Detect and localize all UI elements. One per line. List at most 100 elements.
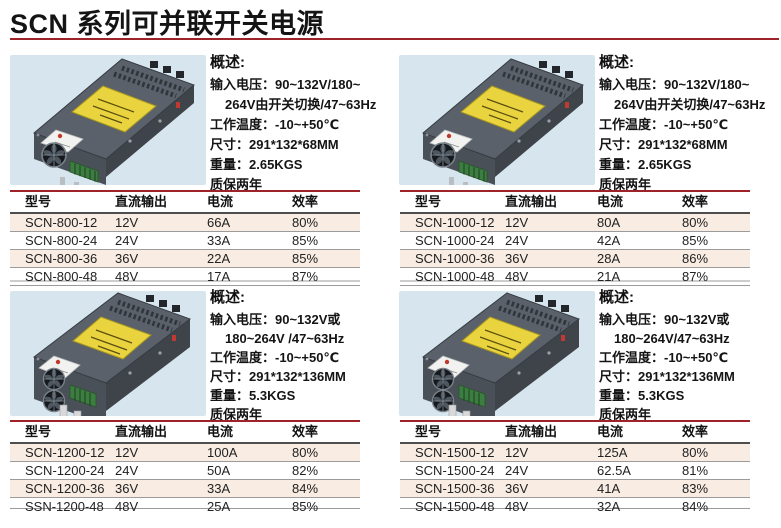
spec-weight: 重量：2.65KGS — [210, 157, 303, 172]
efficiency-cell: 82% — [282, 461, 360, 480]
current-cell: 33A — [197, 231, 282, 250]
model-cell: SCN-1000-24 — [400, 231, 495, 250]
table-row: SCN-1200-12 12V 100A 80% — [10, 443, 360, 462]
spec-weight: 重量：5.3KGS — [210, 388, 296, 403]
model-cell: SCN-1000-48 — [400, 267, 495, 286]
col-header-efficiency: 效率 — [282, 191, 360, 214]
voltage-cell: 48V — [105, 267, 197, 286]
col-header-model: 型号 — [10, 191, 105, 214]
col-header-dc-output: 直流输出 — [495, 191, 587, 214]
spec-operating-temp: 工作温度：-10~+50℃ — [599, 117, 729, 132]
col-header-efficiency: 效率 — [672, 421, 750, 444]
spec-warranty: 质保两年 — [599, 407, 652, 422]
voltage-cell: 12V — [105, 213, 197, 232]
overview-heading: 概述: — [599, 54, 634, 71]
spec-input-voltage-cont: 264V由开关切换/47~63Hz — [614, 97, 766, 112]
table-row: SSN-1200-48 48V 25A 85% — [10, 497, 360, 515]
product-photo-scn-800 — [10, 55, 206, 185]
voltage-cell: 12V — [495, 213, 587, 232]
col-header-dc-output: 直流输出 — [495, 421, 587, 444]
overview-block: 概述: 输入电压：90~132V/180~ 264V由开关切换/47~63Hz … — [599, 54, 781, 195]
voltage-cell: 36V — [105, 479, 197, 498]
power-supply-single-fan-image — [10, 55, 206, 185]
table-row: SCN-800-48 48V 17A 87% — [10, 267, 360, 286]
model-cell: SCN-1200-36 — [10, 479, 105, 498]
voltage-cell: 24V — [495, 461, 587, 480]
model-cell: SCN-1500-12 — [400, 443, 495, 462]
model-cell: SCN-800-36 — [10, 249, 105, 268]
voltage-cell: 12V — [105, 443, 197, 462]
efficiency-cell: 85% — [282, 497, 360, 515]
spec-operating-temp: 工作温度：-10~+50℃ — [210, 117, 340, 132]
table-row: SCN-1200-24 24V 50A 82% — [10, 461, 360, 480]
col-header-efficiency: 效率 — [672, 191, 750, 214]
efficiency-cell: 86% — [672, 249, 750, 268]
model-cell: SCN-800-48 — [10, 267, 105, 286]
efficiency-cell: 85% — [282, 249, 360, 268]
power-supply-dual-fan-image — [399, 291, 595, 416]
current-cell: 125A — [587, 443, 672, 462]
current-cell: 42A — [587, 231, 672, 250]
title-underline — [10, 38, 779, 40]
model-cell: SCN-1500-48 — [400, 497, 495, 515]
table-row: SCN-800-12 12V 66A 80% — [10, 213, 360, 232]
spec-input-voltage: 输入电压：90~132V/180~ — [210, 77, 361, 92]
efficiency-cell: 80% — [282, 443, 360, 462]
current-cell: 33A — [197, 479, 282, 498]
voltage-cell: 48V — [495, 497, 587, 515]
current-cell: 17A — [197, 267, 282, 286]
voltage-cell: 36V — [495, 249, 587, 268]
current-cell: 50A — [197, 461, 282, 480]
efficiency-cell: 87% — [672, 267, 750, 286]
col-header-model: 型号 — [400, 191, 495, 214]
overview-block: 概述: 输入电压：90~132V或 180~264V /47~63Hz 工作温度… — [210, 289, 396, 424]
power-supply-dual-fan-image — [10, 291, 206, 416]
spec-warranty: 质保两年 — [210, 177, 263, 192]
efficiency-cell: 80% — [672, 443, 750, 462]
spec-input-voltage-cont: 264V由开关切换/47~63Hz — [225, 97, 377, 112]
spec-input-voltage: 输入电压：90~132V/180~ — [599, 77, 750, 92]
power-supply-single-fan-image — [399, 55, 595, 185]
model-cell: SCN-1200-12 — [10, 443, 105, 462]
overview-block: 概述: 输入电压：90~132V/180~ 264V由开关切换/47~63Hz … — [210, 54, 396, 195]
col-header-efficiency: 效率 — [282, 421, 360, 444]
table-header-row: 型号 直流输出 电流 效率 — [400, 191, 750, 214]
table-row: SCN-1500-24 24V 62.5A 81% — [400, 461, 750, 480]
col-header-dc-output: 直流输出 — [105, 421, 197, 444]
efficiency-cell: 80% — [282, 213, 360, 232]
col-header-current: 电流 — [197, 421, 282, 444]
voltage-cell: 36V — [105, 249, 197, 268]
spec-input-voltage: 输入电压：90~132V或 — [210, 312, 341, 327]
current-cell: 80A — [587, 213, 672, 232]
spec-warranty: 质保两年 — [599, 177, 652, 192]
voltage-cell: 36V — [495, 479, 587, 498]
spec-dimensions: 尺寸：291*132*136MM — [210, 369, 346, 384]
spec-warranty: 质保两年 — [210, 407, 263, 422]
table-row: SCN-800-24 24V 33A 85% — [10, 231, 360, 250]
voltage-cell: 12V — [495, 443, 587, 462]
overview-heading: 概述: — [210, 289, 245, 306]
efficiency-cell: 87% — [282, 267, 360, 286]
spec-input-voltage-cont: 180~264V /47~63Hz — [225, 331, 345, 346]
model-cell: SCN-800-24 — [10, 231, 105, 250]
current-cell: 66A — [197, 213, 282, 232]
spec-dimensions: 尺寸：291*132*68MM — [210, 137, 339, 152]
efficiency-cell: 80% — [672, 213, 750, 232]
overview-heading: 概述: — [599, 289, 634, 306]
spec-table-scn-800: 型号 直流输出 电流 效率 SCN-800-12 12V 66A 80% SCN… — [10, 190, 360, 286]
table-row: SCN-1200-36 36V 33A 84% — [10, 479, 360, 498]
col-header-model: 型号 — [10, 421, 105, 444]
overview-heading: 概述: — [210, 54, 245, 71]
spec-dimensions: 尺寸：291*132*136MM — [599, 369, 735, 384]
col-header-model: 型号 — [400, 421, 495, 444]
product-photo-scn-1200 — [10, 291, 206, 416]
col-header-current: 电流 — [587, 191, 672, 214]
model-cell: SCN-1500-24 — [400, 461, 495, 480]
spec-operating-temp: 工作温度：-10~+50℃ — [210, 350, 340, 365]
spec-table-scn-1200: 型号 直流输出 电流 效率 SCN-1200-12 12V 100A 80% S… — [10, 420, 360, 515]
spec-input-voltage-cont: 180~264V/47~63Hz — [614, 331, 730, 346]
voltage-cell: 24V — [495, 231, 587, 250]
col-header-current: 电流 — [587, 421, 672, 444]
spec-input-voltage: 输入电压：90~132V或 — [599, 312, 730, 327]
